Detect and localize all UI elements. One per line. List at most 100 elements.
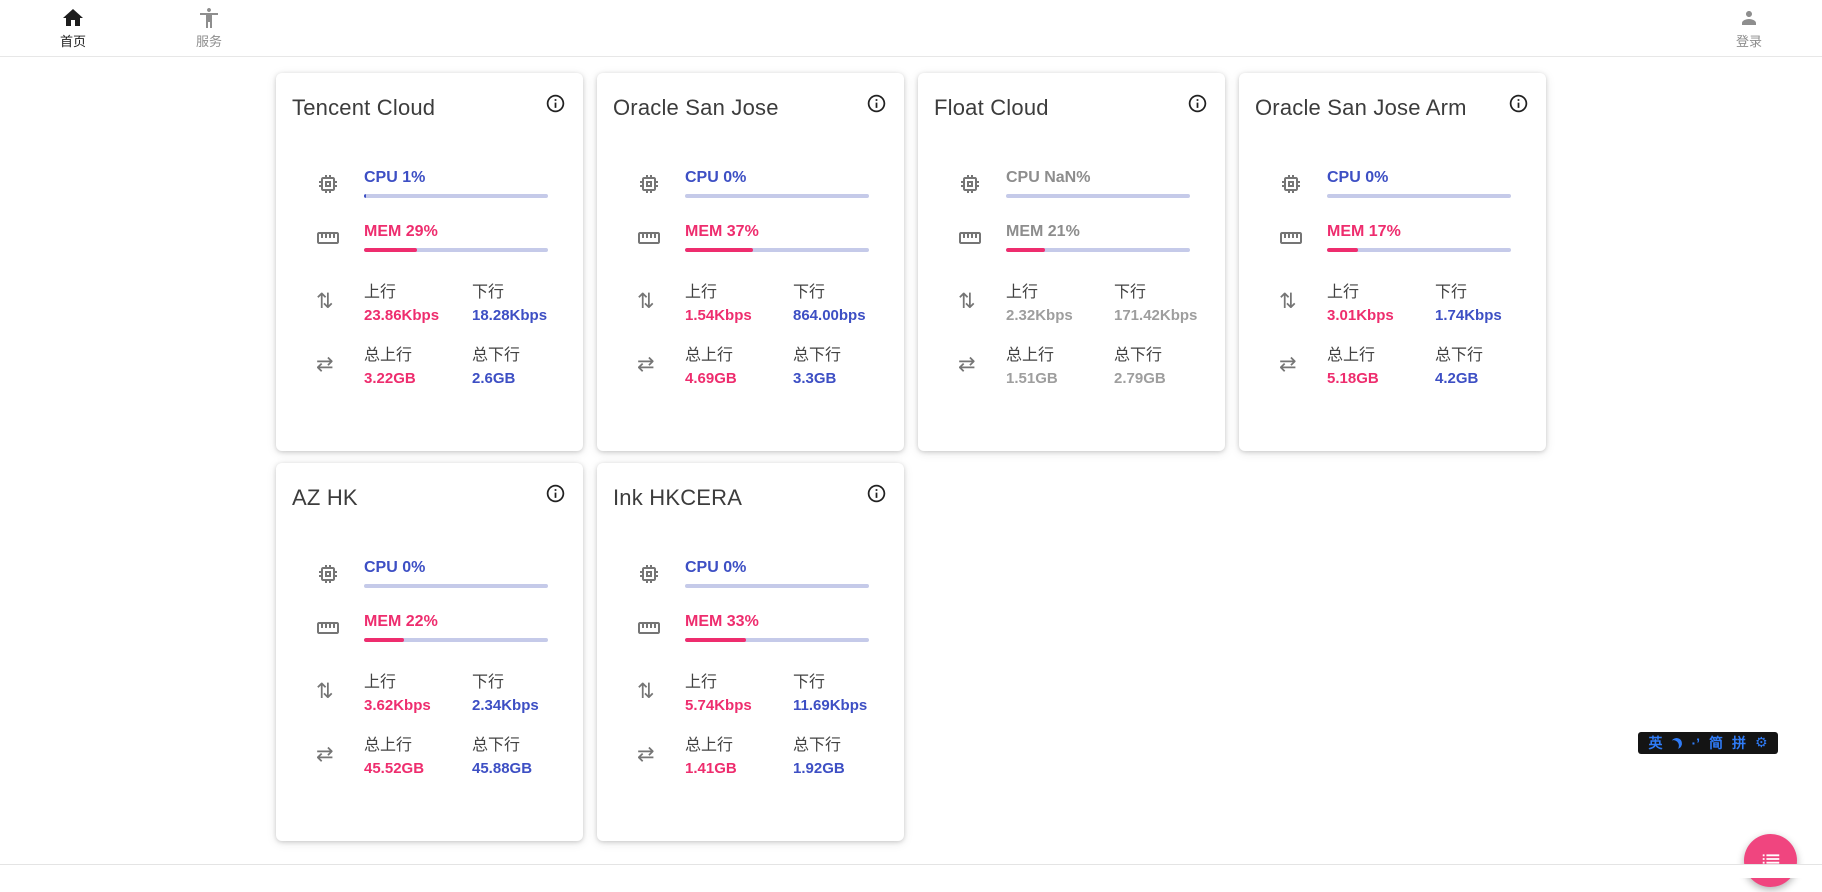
cpu-usage-text: CPU 0% (685, 559, 747, 576)
server-stats: CPU 0% MEM 17% (1255, 169, 1530, 387)
download-speed: 下行 1.74Kbps (1435, 278, 1543, 324)
info-icon (866, 483, 887, 507)
ime-language-indicator[interactable]: 英 (1648, 735, 1663, 751)
download-label: 下行 (472, 283, 505, 301)
footer-divider (0, 864, 1822, 878)
mem-row: MEM 17% (1279, 223, 1514, 252)
server-name: Oracle San Jose (613, 95, 779, 120)
cpu-usage-text: CPU 1% (364, 169, 426, 186)
upload-label: 上行 (1327, 283, 1360, 301)
cpu-usage-text: CPU 0% (1327, 169, 1389, 186)
info-button[interactable] (860, 479, 892, 511)
total-download-value: 2.6GB (472, 369, 516, 387)
info-button[interactable] (539, 479, 571, 511)
total-traffic-row: ⇄ 总上行 3.22GB 总下行 2.6GB (316, 340, 551, 387)
info-button[interactable] (1181, 89, 1213, 121)
cpu-row: CPU 0% (637, 169, 872, 198)
total-download-value: 4.2GB (1435, 369, 1479, 387)
cpu-progress-bar (685, 584, 869, 588)
total-download-label: 总下行 (1114, 346, 1163, 364)
total-upload-value: 4.69GB (685, 369, 737, 387)
moon-icon[interactable] (1670, 736, 1683, 749)
download-label: 下行 (472, 673, 505, 691)
cpu-row: CPU 0% (316, 559, 551, 588)
cpu-progress-bar (1327, 194, 1511, 198)
info-button[interactable] (860, 89, 892, 121)
total-download: 总下行 2.79GB (1114, 341, 1222, 387)
mem-usage-text: MEM 22% (364, 613, 438, 630)
total-upload-value: 45.52GB (364, 759, 425, 777)
total-upload-label: 总上行 (685, 346, 734, 364)
total-download-value: 45.88GB (472, 759, 533, 777)
info-button[interactable] (1502, 89, 1534, 121)
ime-language-bar[interactable]: 英 ·’ 简 拼 ⚙ (1638, 732, 1778, 754)
mem-row: MEM 22% (316, 613, 551, 642)
total-traffic-row: ⇄ 总上行 45.52GB 总下行 45.88GB (316, 730, 551, 777)
upload-speed: 上行 3.01Kbps (1327, 278, 1435, 324)
cpu-chip-icon (316, 172, 364, 196)
mem-progress-fill (685, 638, 746, 642)
ime-punctuation-indicator[interactable]: ·’ (1691, 735, 1700, 751)
gear-icon[interactable]: ⚙ (1755, 735, 1768, 751)
server-card: AZ HK CPU 0% (276, 463, 583, 841)
total-upload: 总上行 1.41GB (685, 731, 793, 777)
server-card: Oracle San Jose CPU 0% (597, 73, 904, 451)
swap-vertical-icon: ⇅ (316, 678, 334, 703)
upload-speed: 上行 1.54Kbps (685, 278, 793, 324)
nav-login[interactable]: 登录 (1704, 0, 1794, 56)
server-stats: CPU 0% MEM 37% (613, 169, 888, 387)
total-upload-label: 总上行 (685, 736, 734, 754)
mem-progress-bar (364, 248, 548, 252)
total-traffic-row: ⇄ 总上行 5.18GB 总下行 4.2GB (1279, 340, 1514, 387)
total-upload: 总上行 5.18GB (1327, 341, 1435, 387)
swap-horizontal-icon: ⇄ (1279, 351, 1297, 376)
total-download: 总下行 2.6GB (472, 341, 580, 387)
total-download: 总下行 45.88GB (472, 731, 580, 777)
upload-speed: 上行 2.32Kbps (1006, 278, 1114, 324)
memory-ruler-icon (316, 616, 364, 640)
nav-home[interactable]: 首页 (28, 0, 118, 56)
cpu-row: CPU NaN% (958, 169, 1193, 198)
nav-services-label: 服务 (195, 34, 222, 49)
upload-value: 1.54Kbps (685, 306, 752, 324)
mem-usage-text: MEM 37% (685, 223, 759, 240)
home-icon (61, 6, 85, 30)
info-icon (545, 483, 566, 507)
ime-pinyin-indicator[interactable]: 拼 (1732, 735, 1746, 751)
nav-services[interactable]: 服务 (164, 0, 254, 56)
total-download-value: 3.3GB (793, 369, 837, 387)
mem-progress-bar (364, 638, 548, 642)
swap-horizontal-icon: ⇄ (637, 351, 655, 376)
ime-simplified-indicator[interactable]: 简 (1709, 735, 1723, 751)
server-card: Oracle San Jose Arm CPU 0% (1239, 73, 1546, 451)
cpu-usage-text: CPU 0% (685, 169, 747, 186)
server-stats: CPU 0% MEM 33% (613, 559, 888, 777)
cpu-chip-icon (637, 172, 685, 196)
accessibility-person-icon (197, 6, 221, 30)
total-download: 总下行 3.3GB (793, 341, 901, 387)
realtime-traffic-row: ⇅ 上行 3.01Kbps 下行 1.74Kbps (1279, 277, 1514, 324)
upload-label: 上行 (364, 673, 397, 691)
upload-value: 3.62Kbps (364, 696, 431, 714)
upload-label: 上行 (685, 673, 718, 691)
swap-horizontal-icon: ⇄ (637, 741, 655, 766)
total-upload-value: 1.41GB (685, 759, 737, 777)
server-name: Ink HKCERA (613, 485, 743, 510)
total-traffic-row: ⇄ 总上行 4.69GB 总下行 3.3GB (637, 340, 872, 387)
info-icon (1187, 93, 1208, 117)
download-value: 864.00bps (793, 306, 866, 324)
cpu-row: CPU 1% (316, 169, 551, 198)
swap-vertical-icon: ⇅ (1279, 288, 1297, 313)
upload-label: 上行 (1006, 283, 1039, 301)
mem-usage-text: MEM 17% (1327, 223, 1401, 240)
info-button[interactable] (539, 89, 571, 121)
swap-horizontal-icon: ⇄ (316, 741, 334, 766)
download-speed: 下行 864.00bps (793, 278, 901, 324)
download-speed: 下行 2.34Kbps (472, 668, 580, 714)
mem-progress-bar (685, 248, 869, 252)
server-list-fab[interactable] (1744, 834, 1797, 887)
cpu-chip-icon (1279, 172, 1327, 196)
mem-progress-fill (364, 248, 418, 252)
total-traffic-row: ⇄ 总上行 1.41GB 总下行 1.92GB (637, 730, 872, 777)
server-stats: CPU NaN% MEM 21% (934, 169, 1209, 387)
